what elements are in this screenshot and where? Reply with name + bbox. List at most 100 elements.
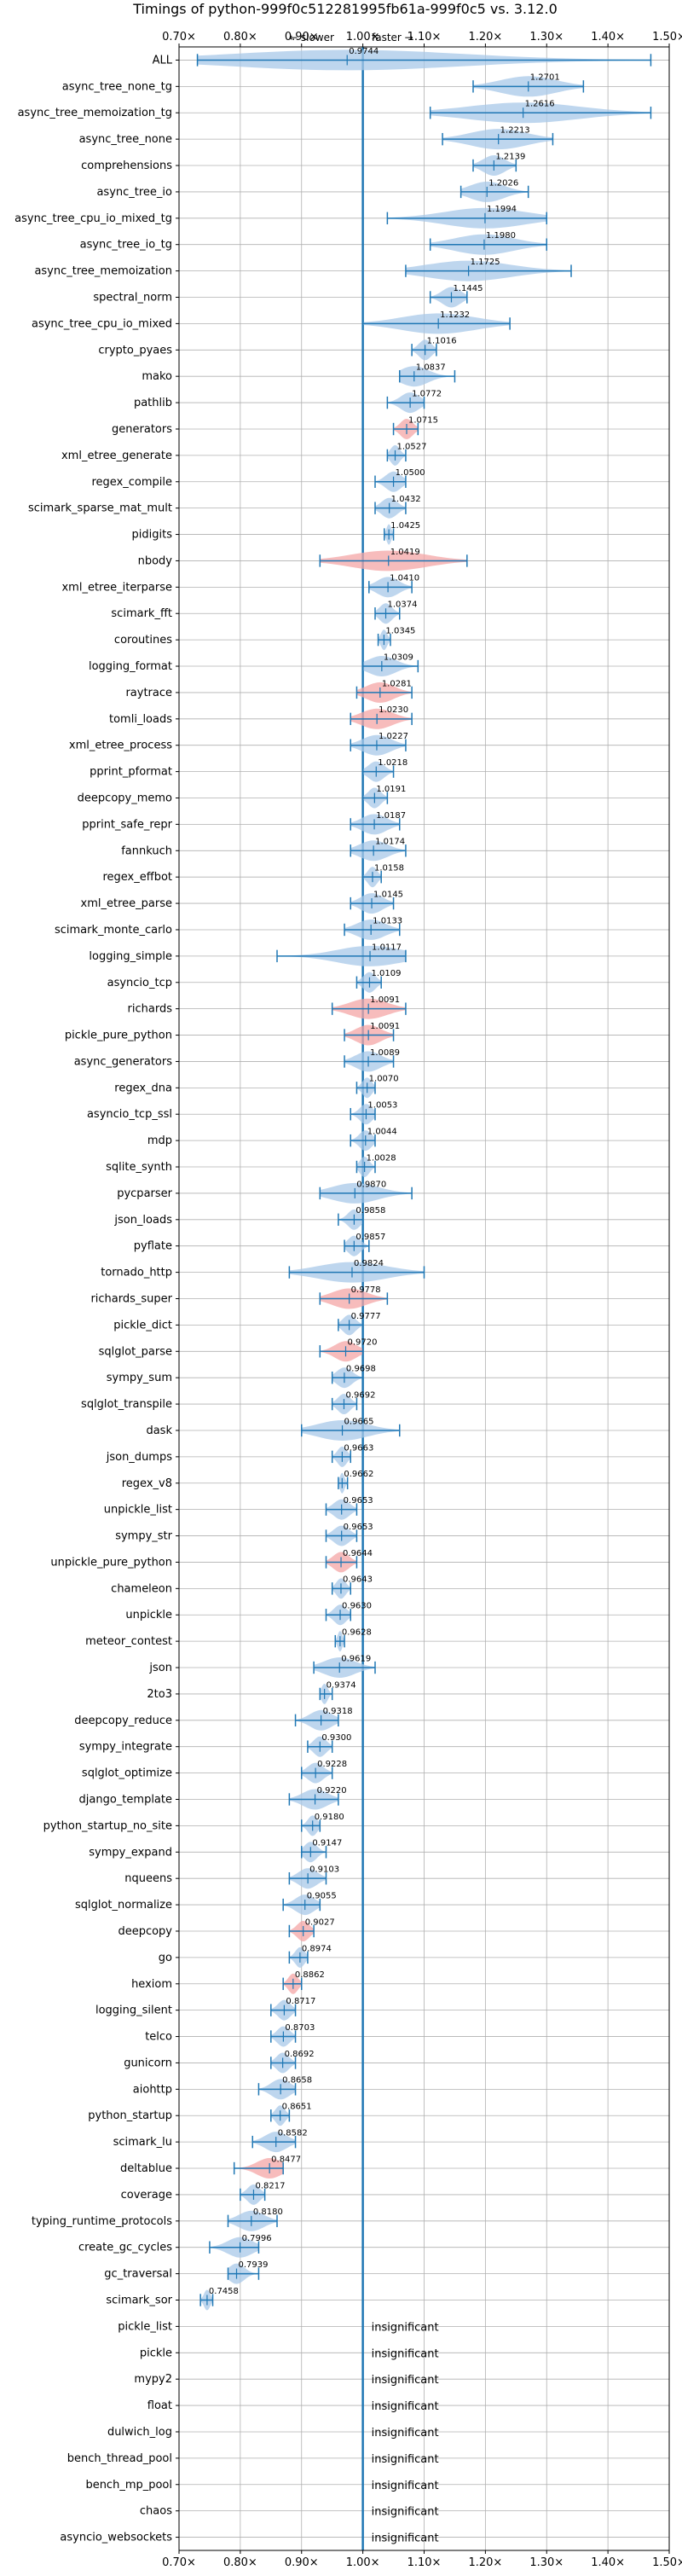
benchmark-label: pycparser	[117, 1187, 172, 1200]
value-label: 1.2701	[530, 73, 560, 83]
value-label: 0.8703	[285, 2023, 315, 2033]
value-label: 0.9698	[346, 1365, 376, 1374]
value-label: 1.0500	[396, 468, 425, 478]
benchmark-label: regex_dna	[114, 1082, 172, 1094]
value-label: 0.7939	[238, 2260, 268, 2270]
benchmark-label: coverage	[121, 2189, 172, 2202]
value-label: 0.9777	[351, 1312, 381, 1321]
value-label: 1.0419	[390, 548, 420, 557]
value-label: 1.0070	[369, 1075, 399, 1084]
x-axis-top: 0.70× 0.80× 0.90× 1.00× 1.10× 1.20× 1.30× 1.40×…	[162, 31, 682, 47]
value-label: 0.9720	[348, 1338, 378, 1348]
benchmark-label: async_tree_none_tg	[62, 80, 172, 93]
value-label: 0.9220	[317, 1786, 347, 1796]
benchmark-label: fannkuch	[121, 844, 172, 857]
value-label: 0.9374	[327, 1680, 356, 1690]
value-label: 1.0158	[374, 864, 404, 873]
benchmark-label: logging_format	[89, 660, 172, 673]
benchmark-label: typing_runtime_protocols	[32, 2215, 172, 2228]
value-label: 1.0218	[378, 758, 407, 768]
benchmark-label: json_loads	[113, 1214, 172, 1227]
benchmark-label: django_template	[79, 1794, 172, 1807]
value-label: 1.0715	[408, 415, 438, 425]
value-label: 0.7996	[242, 2234, 272, 2243]
benchmark-label: regex_v8	[122, 1477, 172, 1490]
value-label: 0.9628	[342, 1628, 372, 1638]
value-label: 1.0227	[379, 732, 408, 741]
value-label: 0.9663	[344, 1443, 373, 1453]
benchmark-label: create_gc_cycles	[78, 2242, 172, 2254]
benchmark-label: nbody	[138, 554, 173, 567]
benchmark-label: richards	[128, 1003, 173, 1016]
value-label: 1.0174	[375, 838, 405, 847]
benchmark-label: sqlglot_optimize	[82, 1767, 172, 1780]
value-label: 1.1445	[453, 284, 483, 293]
value-label: 1.0230	[379, 705, 408, 715]
insignificant-label: insignificant	[372, 2374, 439, 2387]
benchmark-label: sqlglot_transpile	[81, 1398, 172, 1411]
value-label: 0.8477	[271, 2155, 301, 2164]
benchmark-label: async_tree_cpu_io_mixed_tg	[14, 212, 172, 225]
benchmark-label: raytrace	[125, 687, 172, 699]
benchmark-label: unpickle_pure_python	[50, 1556, 172, 1569]
value-label: 1.0432	[391, 495, 421, 504]
value-label: 0.8651	[282, 2103, 312, 2112]
insignificant-label: insignificant	[372, 2453, 439, 2466]
benchmark-label: pathlib	[134, 397, 172, 409]
value-label: 1.0527	[397, 442, 427, 451]
benchmark-label: mdp	[147, 1134, 172, 1147]
benchmark-label: pickle_pure_python	[65, 1030, 172, 1042]
value-label: 1.0117	[372, 943, 402, 952]
value-label: 1.0109	[371, 969, 401, 978]
value-label: 1.0187	[376, 811, 406, 821]
value-label: 0.9228	[317, 1760, 347, 1769]
benchmark-label: asyncio_websockets	[60, 2532, 172, 2544]
x-tick-label-top: 1.50×	[652, 31, 682, 44]
benchmark-label: python_startup	[88, 2109, 172, 2122]
benchmark-label: sympy_str	[115, 1530, 172, 1543]
benchmark-label: async_tree_memoization_tg	[18, 107, 172, 119]
chart-title: Timings of python-999f0c512281995fb61a-9…	[132, 1, 558, 17]
value-label: 0.9300	[321, 1733, 351, 1743]
insignificant-label: insignificant	[372, 2427, 439, 2440]
value-label: 0.8217	[255, 2181, 285, 2190]
benchmark-label: dulwich_log	[107, 2426, 172, 2439]
benchmark-label: logging_simple	[89, 950, 172, 963]
benchmark-label: bench_mp_pool	[85, 2479, 172, 2492]
value-label: 0.9857	[355, 1233, 385, 1242]
x-tick-label-bottom: 1.00×	[346, 2556, 380, 2569]
benchmark-label: asyncio_tcp_ssl	[87, 1108, 172, 1121]
benchmark-label: pyflate	[134, 1240, 172, 1253]
value-label: 1.0309	[384, 653, 413, 662]
benchmark-label: tornado_http	[101, 1267, 172, 1279]
value-label: 1.0425	[390, 521, 420, 531]
benchmark-label: generators	[112, 423, 172, 436]
benchmark-label: deepcopy	[118, 1925, 172, 1938]
value-label: 0.9103	[309, 1865, 339, 1875]
x-tick-label-top: 1.00×	[346, 31, 380, 44]
x-tick-label-bottom: 1.50×	[652, 2556, 682, 2569]
value-label: 0.9027	[305, 1917, 335, 1927]
x-tick-label-top: 0.70×	[162, 31, 196, 44]
x-tick-label-bottom: 1.20×	[468, 2556, 502, 2569]
benchmark-label: coroutines	[114, 634, 172, 647]
benchmark-label: xml_etree_parse	[81, 897, 172, 910]
value-label: 1.0410	[390, 574, 419, 583]
benchmark-label: aiohttp	[133, 2083, 172, 2096]
insignificant-label: insignificant	[372, 2321, 439, 2334]
value-label: 1.0191	[376, 785, 406, 794]
benchmark-label: gc_traversal	[104, 2268, 172, 2281]
value-label: 1.0091	[370, 995, 400, 1005]
value-label: 0.9744	[349, 47, 379, 56]
value-label: 0.9778	[351, 1285, 381, 1295]
value-label: 1.0133	[373, 916, 402, 925]
benchmark-label: telco	[145, 2031, 172, 2044]
value-label: 0.8974	[302, 1944, 332, 1953]
insignificant-label: insignificant	[372, 2532, 439, 2545]
value-label: 0.9662	[344, 1470, 373, 1479]
value-label: 0.9692	[345, 1390, 375, 1400]
benchmark-label: pidigits	[132, 529, 173, 542]
benchmark-label: richards_super	[90, 1293, 172, 1306]
benchmark-label: deltablue	[120, 2162, 172, 2175]
